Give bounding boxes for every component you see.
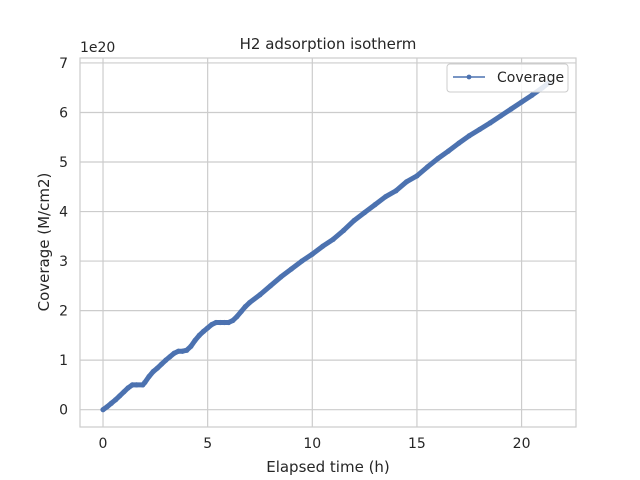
data-point — [146, 373, 152, 380]
data-point — [309, 251, 315, 257]
data-point — [142, 379, 148, 386]
data-point — [196, 332, 202, 338]
x-tick-label: 20 — [513, 436, 531, 452]
data-point — [487, 120, 493, 126]
data-point — [242, 304, 248, 310]
data-point — [129, 382, 135, 388]
data-point — [167, 354, 173, 360]
data-point — [217, 319, 223, 326]
y-tick-label: 4 — [59, 205, 68, 221]
chart-title: H2 adsorption isotherm — [240, 35, 417, 53]
data-point — [108, 400, 114, 406]
data-point — [150, 368, 156, 375]
data-point — [278, 274, 284, 280]
data-point — [518, 99, 525, 105]
legend-box — [446, 63, 569, 93]
data-point — [372, 202, 378, 208]
data-point — [414, 173, 420, 179]
data-point — [133, 382, 140, 388]
data-point — [435, 155, 441, 162]
y-tick-labels: 0 1 2 3 4 5 6 7 — [59, 56, 68, 419]
data-point — [179, 348, 186, 354]
data-point — [230, 317, 236, 324]
data-point — [299, 258, 305, 264]
data-point — [498, 113, 504, 119]
data-point — [393, 188, 399, 194]
data-point — [238, 308, 244, 315]
data-point — [175, 348, 181, 354]
data-point — [403, 179, 410, 185]
grid — [80, 58, 576, 427]
y-tick-label: 0 — [59, 403, 68, 419]
x-tick-label: 15 — [408, 436, 426, 452]
data-point — [192, 337, 198, 343]
data-point — [320, 243, 326, 249]
data-point — [205, 325, 211, 331]
data-point — [456, 140, 462, 146]
legend-label: Coverage — [497, 70, 564, 86]
y-tick-label: 1 — [59, 353, 68, 369]
data-point — [171, 350, 177, 356]
data-point — [209, 321, 215, 328]
y-tick-label: 5 — [59, 155, 68, 171]
y-offset-label: 1e20 — [80, 40, 115, 56]
legend: Coverage — [446, 63, 569, 93]
data-point — [267, 283, 274, 289]
data-point — [466, 133, 472, 139]
y-tick-label: 2 — [59, 304, 68, 320]
data-point — [117, 393, 123, 399]
x-tick-label: 10 — [303, 436, 321, 452]
data-point — [188, 343, 194, 349]
legend-marker — [466, 74, 472, 80]
data-point — [382, 194, 389, 200]
data-point — [508, 106, 514, 112]
data-point — [246, 300, 253, 306]
data-point — [184, 347, 190, 353]
data-point — [104, 404, 110, 410]
data-point — [351, 217, 357, 224]
data-point — [445, 148, 451, 154]
y-axis-label: Coverage (M/cm2) — [35, 173, 53, 312]
data-point — [424, 164, 431, 170]
y-tick-label: 6 — [59, 105, 68, 121]
data-point — [477, 126, 483, 132]
data-point — [125, 385, 131, 391]
y-tick-label: 3 — [59, 254, 68, 270]
x-tick-label: 5 — [203, 436, 212, 452]
data-point — [121, 389, 127, 395]
data-point — [234, 313, 240, 320]
x-tick-label: 0 — [99, 436, 108, 452]
data-point — [221, 319, 228, 326]
data-point — [341, 227, 347, 233]
y-tick-label: 7 — [59, 56, 68, 72]
data-point — [100, 407, 106, 413]
x-axis-label: Elapsed time (h) — [266, 458, 390, 476]
data-point — [112, 397, 119, 403]
data-point — [163, 357, 169, 363]
plot-frame — [79, 57, 577, 428]
data-point — [200, 328, 207, 335]
data-point — [288, 266, 294, 272]
data-point — [225, 319, 232, 326]
data-point — [529, 92, 535, 98]
x-tick-labels: 0 5 10 15 20 — [99, 436, 531, 452]
data-point — [213, 319, 219, 326]
data-point — [362, 209, 368, 216]
data-point — [330, 236, 336, 242]
data-point — [257, 292, 263, 298]
data-point — [154, 365, 161, 371]
data-point — [159, 361, 165, 367]
